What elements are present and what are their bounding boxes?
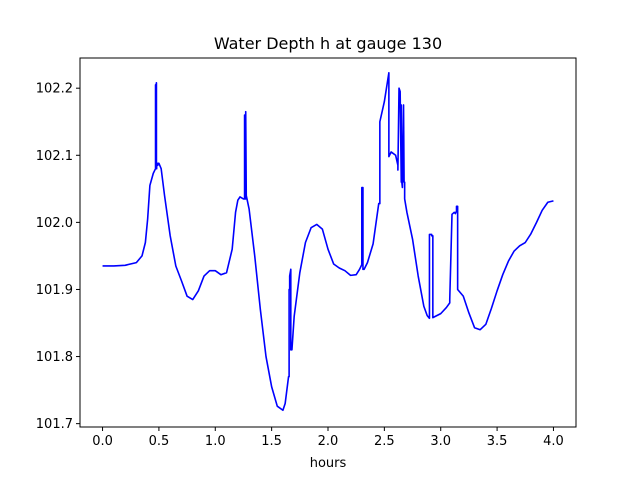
- x-tick-label: 4.0: [543, 434, 564, 449]
- y-tick-label: 101.9: [36, 283, 73, 298]
- y-tick-label: 102.2: [36, 82, 73, 97]
- y-tick-label: 101.7: [36, 417, 73, 432]
- series-layer: [102, 71, 554, 412]
- x-tick-label: 3.0: [430, 434, 451, 449]
- ticks-layer: 0.0 0.5 1.0 1.5 2.0 2.5 3.0 3.5 4.0 101.7 101.8 101…: [36, 82, 564, 449]
- chart-title: Water Depth h at gauge 130: [214, 34, 442, 53]
- y-tick-label: 101.8: [36, 350, 73, 365]
- x-tick-label: 3.5: [487, 434, 508, 449]
- x-tick-label: 1.5: [261, 434, 282, 449]
- plot-frame: [79, 57, 577, 428]
- x-tick-label: 0.5: [149, 434, 170, 449]
- series-line-0: [102, 71, 554, 412]
- x-tick-label: 0.0: [92, 434, 113, 449]
- x-tick-label: 2.5: [374, 434, 395, 449]
- y-tick-label: 102.1: [36, 149, 73, 164]
- x-tick-label: 1.0: [205, 434, 226, 449]
- y-tick-label: 102.0: [36, 216, 73, 231]
- x-tick-label: 2.0: [318, 434, 339, 449]
- x-axis-label: hours: [310, 456, 347, 471]
